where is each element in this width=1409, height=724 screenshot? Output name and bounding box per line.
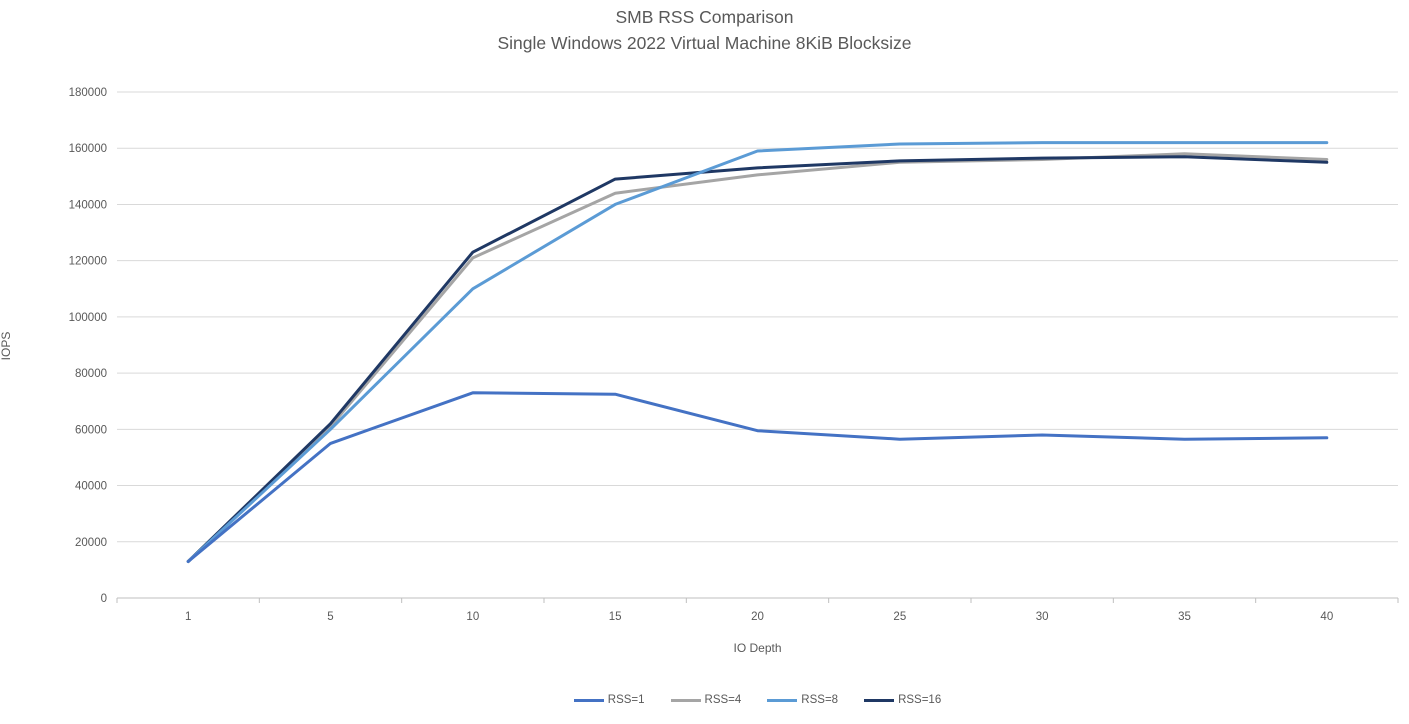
legend-item-rss-8: RSS=8 <box>767 694 838 706</box>
series-line-rss-16 <box>186 155 1329 563</box>
y-tick-label: 60000 <box>75 424 107 436</box>
x-tick-label: 15 <box>609 611 622 623</box>
legend-swatch-rss-8 <box>767 698 798 702</box>
y-tick-label: 100000 <box>69 312 107 324</box>
x-tick-label: 5 <box>327 611 333 623</box>
x-tick-label: 20 <box>751 611 764 623</box>
y-axis-title: IOPS <box>0 331 13 361</box>
legend-swatch-rss-1 <box>573 698 604 702</box>
y-tick-label: 20000 <box>75 537 107 549</box>
y-tick-label: 120000 <box>69 256 107 268</box>
series-line-rss-1 <box>186 391 1329 563</box>
legend-item-rss-16: RSS=16 <box>864 694 941 706</box>
legend-label-rss-16: RSS=16 <box>898 694 942 706</box>
chart-title-line1: SMB RSS Comparison <box>615 7 794 27</box>
x-axis-title: IO Depth <box>733 641 782 655</box>
legend: RSS=1 RSS=4 RSS=8 RSS=16 <box>117 694 1398 706</box>
x-tick-label: 1 <box>185 611 191 623</box>
legend-swatch-rss-4 <box>670 698 701 702</box>
x-tick-label: 35 <box>1178 611 1191 623</box>
legend-item-rss-4: RSS=4 <box>670 694 742 706</box>
legend-label-rss-8: RSS=8 <box>801 694 839 706</box>
chart-title: SMB RSS Comparison Single Windows 2022 V… <box>0 4 1409 56</box>
y-tick-label: 140000 <box>69 199 107 211</box>
x-tick-label: 25 <box>893 611 906 623</box>
x-tick-label: 30 <box>1036 611 1049 623</box>
y-tick-label: 160000 <box>69 143 107 155</box>
legend-label-rss-1: RSS=1 <box>607 694 645 706</box>
legend-item-rss-1: RSS=1 <box>573 694 645 706</box>
y-tick-label: 0 <box>101 593 107 605</box>
y-tick-label: 40000 <box>75 481 107 493</box>
y-tick-label: 180000 <box>69 87 107 99</box>
legend-swatch-rss-16 <box>864 698 895 702</box>
x-tick-label: 10 <box>466 611 479 623</box>
series-line-rss-4 <box>186 152 1329 563</box>
x-tick-label: 40 <box>1320 611 1333 623</box>
legend-label-rss-4: RSS=4 <box>704 694 742 706</box>
y-tick-label: 80000 <box>75 368 107 380</box>
series-line-rss-8 <box>186 141 1329 563</box>
chart-title-line2: Single Windows 2022 Virtual Machine 8KiB… <box>497 33 912 53</box>
